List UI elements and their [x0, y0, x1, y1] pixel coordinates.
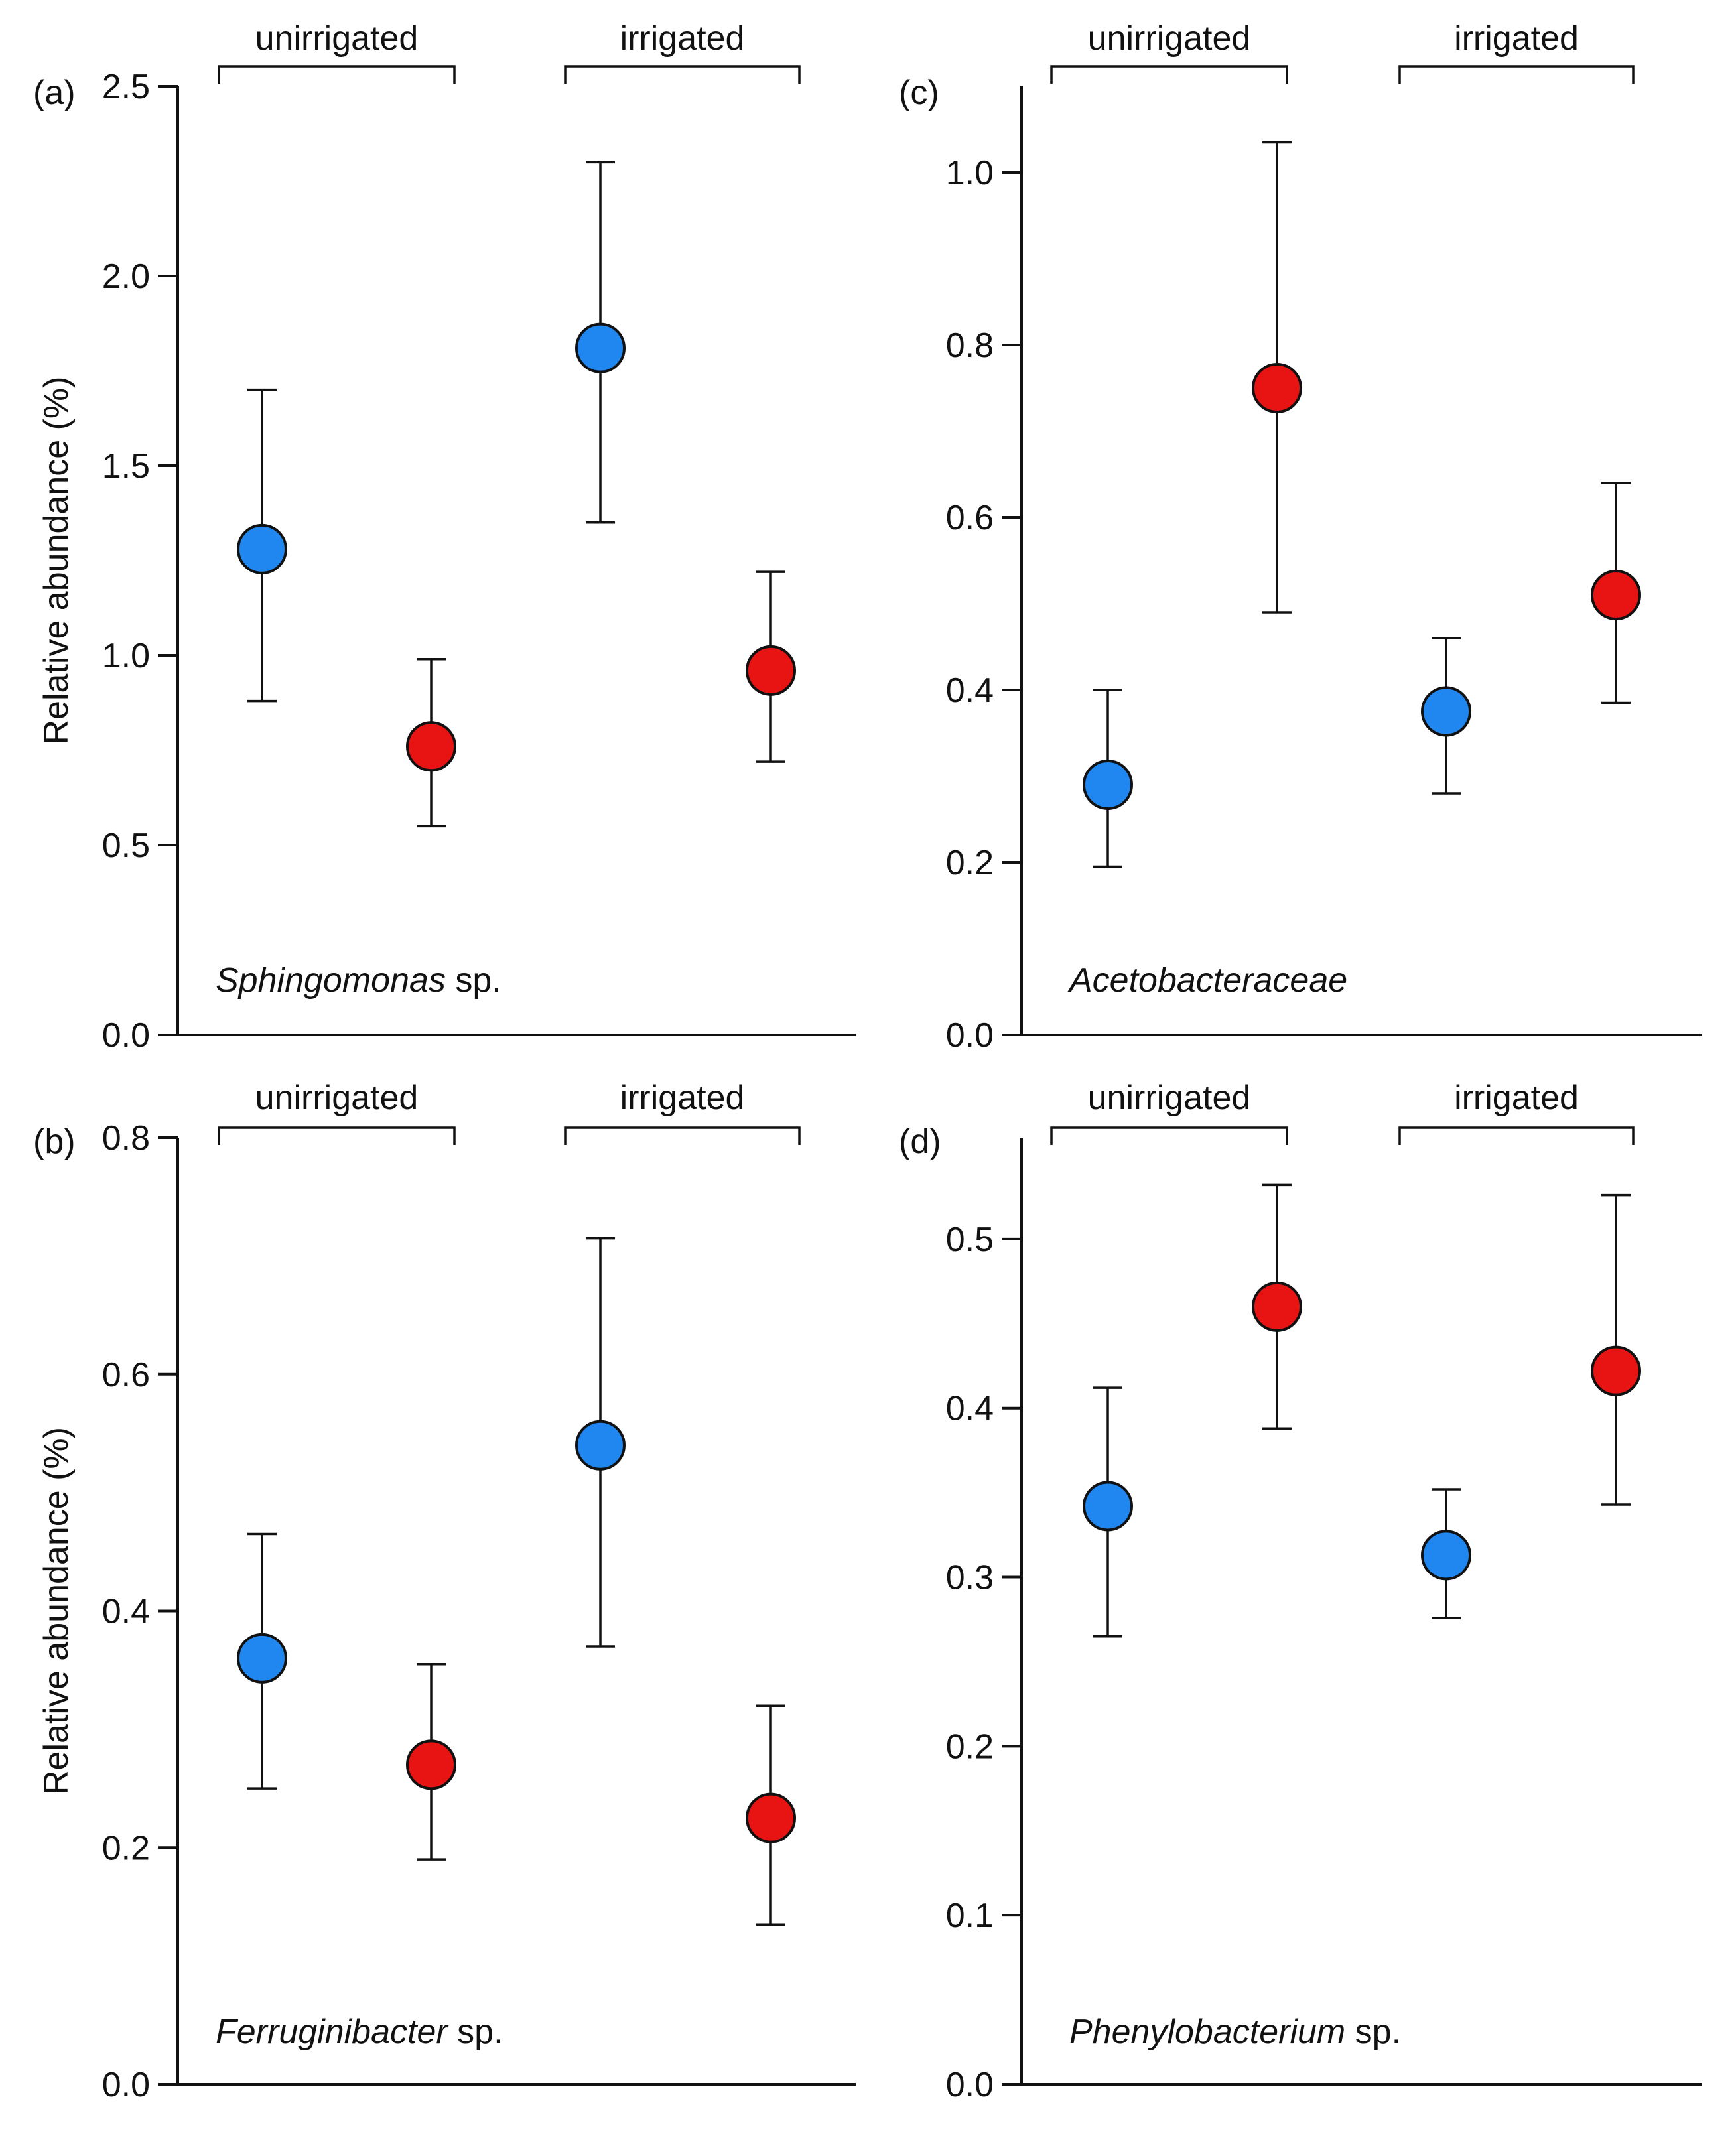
- panel-c-ytick-label: 0.8: [946, 326, 994, 365]
- panel-d-group-label-irrigated: irrigated: [1454, 1079, 1579, 1117]
- panel-b-bracket-unirrigated: [218, 1126, 456, 1145]
- panel-b-irrigated-red-point: [746, 1792, 796, 1843]
- panel-a-ytick-label: 2.0: [102, 257, 150, 296]
- panel-a-ytick-label: 1.5: [102, 447, 150, 486]
- panel-c-ytick-label: 0.4: [946, 671, 994, 710]
- panel-b-unirrigated-blue-point: [237, 1633, 287, 1684]
- panel-a-group-label-unirrigated: unirrigated: [255, 19, 419, 58]
- panel-d-ytick-label: 0.1: [946, 1897, 994, 1935]
- panel-c-ytick-label: 0.0: [946, 1016, 994, 1055]
- panel-d-ytick-label: 0.0: [946, 2066, 994, 2104]
- panel-d-ytick-label: 0.2: [946, 1727, 994, 1766]
- panel-a-unirrigated-blue-point: [237, 523, 287, 574]
- panel-b-bracket-irrigated: [564, 1126, 801, 1145]
- panel-d-ytick-label: 0.5: [946, 1221, 994, 1259]
- panel-b-ytick-label: 0.0: [102, 2066, 150, 2104]
- panel-b-ytick-label: 0.4: [102, 1593, 150, 1631]
- panel-a-unirrigated-red-point: [406, 721, 456, 772]
- panel-b-ylabel: Relative abundance (%): [37, 1427, 76, 1795]
- panel-b-group-label-irrigated: irrigated: [620, 1079, 745, 1117]
- panel-d-ytick-label: 0.4: [946, 1390, 994, 1428]
- panel-b-ytick-label: 0.2: [102, 1829, 150, 1867]
- panel-d-unirrigated-red-point: [1252, 1281, 1302, 1332]
- panel-d-bracket-unirrigated: [1050, 1126, 1288, 1145]
- panel-c-species-label: Acetobacteraceae: [1067, 961, 1347, 1000]
- panel-b-group-label-unirrigated: unirrigated: [255, 1079, 419, 1117]
- panel-a: (a) 0.0 0.5 1.0 1.5 2.0 2.5 unirrigated irrigate…: [33, 19, 856, 1055]
- panel-d-label: (d): [899, 1122, 941, 1161]
- panel-d-irrigated-blue-point: [1421, 1530, 1471, 1581]
- panel-c-unirrigated-blue-point: [1083, 760, 1133, 810]
- panel-a-ytick-label: 0.5: [102, 827, 150, 865]
- panel-c: (c) 0.0 0.2 0.4 0.6 0.8 1.0 unirrigated irrigate…: [899, 19, 1702, 1055]
- panel-c-ytick-label: 0.2: [946, 844, 994, 882]
- panel-d-group-label-unirrigated: unirrigated: [1088, 1079, 1251, 1117]
- panel-a-bracket-unirrigated: [218, 65, 456, 84]
- panel-d-ytick-label: 0.3: [946, 1559, 994, 1597]
- panel-d-unirrigated-blue-point: [1083, 1481, 1133, 1532]
- panel-a-bracket-irrigated: [564, 65, 801, 84]
- panel-c-ytick-label: 0.6: [946, 499, 994, 537]
- panel-b-species-label: Ferruginibacter sp.: [216, 2013, 503, 2051]
- panel-a-species-label: Sphingomonas sp.: [216, 961, 501, 1000]
- panel-c-ytick-label: 1.0: [946, 154, 994, 192]
- panel-c-bracket-unirrigated: [1050, 65, 1288, 84]
- panel-b-ytick-label: 0.8: [102, 1119, 150, 1158]
- panel-c-group-label-unirrigated: unirrigated: [1088, 19, 1251, 58]
- panel-b-ytick-label: 0.6: [102, 1356, 150, 1394]
- panel-c-unirrigated-red-point: [1252, 363, 1302, 413]
- panel-a-ylabel: Relative abundance (%): [37, 377, 76, 745]
- panel-b-unirrigated-red-point: [406, 1739, 456, 1790]
- panel-b: (b) 0.0 0.2 0.4 0.6 0.8 unirrigated irrigated Fe…: [33, 1079, 856, 2104]
- panel-a-label: (a): [33, 74, 76, 112]
- panel-a-ytick-label: 2.5: [102, 68, 150, 106]
- panel-b-label: (b): [33, 1122, 76, 1161]
- panel-b-irrigated-blue-point: [575, 1420, 626, 1471]
- panel-c-bracket-irrigated: [1398, 65, 1635, 84]
- panel-a-group-label-irrigated: irrigated: [620, 19, 745, 58]
- panel-d: (d) 0.0 0.1 0.2 0.3 0.4 0.5 unirrigated irrigate…: [899, 1079, 1702, 2104]
- panel-c-label: (c): [899, 74, 939, 112]
- panel-a-irrigated-blue-point: [575, 322, 626, 373]
- panel-c-irrigated-red-point: [1591, 570, 1641, 620]
- panel-d-species-label: Phenylobacterium sp.: [1069, 2013, 1401, 2051]
- panel-a-ytick-label: 1.0: [102, 637, 150, 675]
- panel-c-irrigated-blue-point: [1421, 686, 1471, 737]
- panel-a-irrigated-red-point: [746, 645, 796, 696]
- panel-d-bracket-irrigated: [1398, 1126, 1635, 1145]
- panel-d-irrigated-red-point: [1591, 1345, 1641, 1396]
- panel-c-group-label-irrigated: irrigated: [1454, 19, 1579, 58]
- panel-a-ytick-label: 0.0: [102, 1016, 150, 1055]
